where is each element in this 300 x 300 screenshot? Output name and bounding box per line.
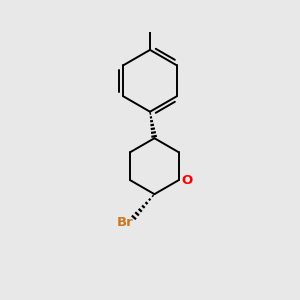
Text: Br: Br [117,216,133,229]
Text: O: O [181,174,193,187]
